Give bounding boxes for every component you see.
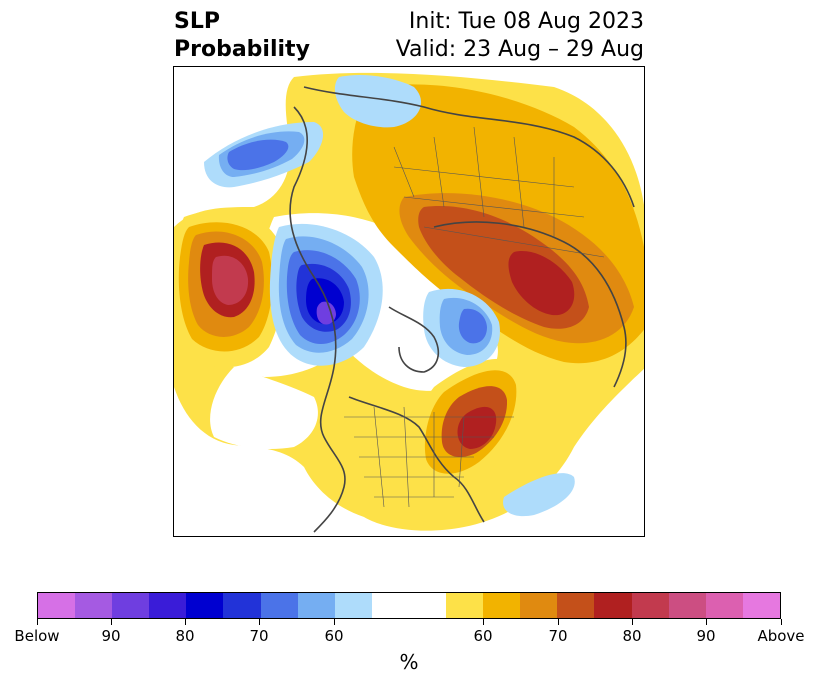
coastlines — [289, 86, 635, 533]
colorbar-cell — [557, 593, 595, 618]
init-date-label: Init: Tue 08 Aug 2023 — [408, 9, 644, 34]
colorbar-tick — [185, 619, 186, 625]
colorbar-tick — [37, 619, 38, 625]
below-lightblue-arctic — [334, 75, 422, 128]
below-lightblue-atlantic — [503, 473, 575, 517]
colorbar-cell — [705, 593, 743, 618]
colorbar-cell — [631, 593, 669, 618]
colorbar-tick — [259, 619, 260, 625]
neutral-region-pacific — [210, 367, 318, 449]
colorbar-tick — [781, 619, 782, 625]
colorbar-cell — [334, 593, 372, 618]
colorbar-tick-label: 70 — [249, 627, 269, 645]
colorbar-units: % — [399, 650, 419, 674]
colorbar-cell — [223, 593, 261, 618]
below-blue-siberia — [227, 139, 289, 171]
valid-date-label: Valid: 23 Aug – 29 Aug — [395, 37, 644, 62]
colorbar-tick-label: 70 — [548, 627, 568, 645]
colorbar-tick — [632, 619, 633, 625]
colorbar-cell — [408, 593, 447, 618]
colorbar-cell — [371, 593, 409, 618]
below-blue-greenland — [458, 308, 487, 344]
title-dates: Init: Tue 08 Aug 2023 Valid: 23 Aug – 29… — [396, 8, 644, 64]
above-red-eurasia — [508, 251, 575, 316]
colorbar — [37, 592, 781, 619]
colorbar-cell — [594, 593, 632, 618]
colorbar-tick-label: Above — [757, 627, 805, 645]
colorbar-tick — [706, 619, 707, 625]
colorbar-cell — [186, 593, 224, 618]
colorbar-cell — [520, 593, 558, 618]
probability-map — [173, 66, 645, 537]
above-red-atlantic — [457, 406, 497, 449]
colorbar-cell — [742, 593, 780, 618]
colorbar-tick — [558, 619, 559, 625]
colorbar-tick-label: 60 — [473, 627, 493, 645]
borders — [344, 126, 605, 508]
below-purple-canada — [316, 301, 336, 325]
colorbar-cell — [668, 593, 706, 618]
colorbar-tick — [334, 619, 335, 625]
colorbar-tick — [111, 619, 112, 625]
title-variable-line1: SLP — [174, 9, 220, 34]
colorbar-tick-label: 80 — [175, 627, 195, 645]
map-canvas — [174, 72, 644, 533]
colorbar-tick-label: 80 — [622, 627, 642, 645]
above-crimson-pacific — [212, 255, 249, 305]
colorbar-tick-label: Below — [14, 627, 60, 645]
colorbar-cell — [38, 593, 76, 618]
colorbar-cell — [297, 593, 335, 618]
colorbar-tick-label: 60 — [324, 627, 344, 645]
colorbar-tick-label: 90 — [696, 627, 716, 645]
colorbar-cell — [260, 593, 298, 618]
colorbar-cell — [112, 593, 150, 618]
title-variable: SLP Probability — [174, 8, 310, 64]
title-variable-line2: Probability — [174, 37, 310, 62]
colorbar-tick-label: 90 — [101, 627, 121, 645]
colorbar-cell — [149, 593, 187, 618]
colorbar-cell — [483, 593, 521, 618]
colorbar-cell — [75, 593, 113, 618]
colorbar-cell — [446, 593, 484, 618]
colorbar-tick — [483, 619, 484, 625]
